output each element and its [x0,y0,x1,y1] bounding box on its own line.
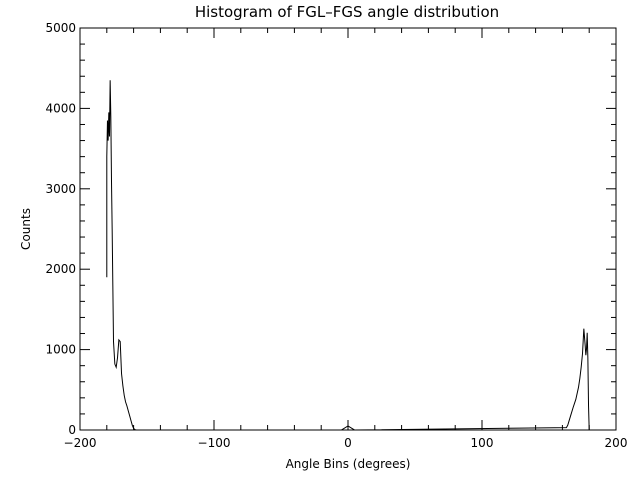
y-axis-tick-labels: 0 1000 2000 3000 4000 5000 [45,21,76,437]
x-tick-label: 200 [605,436,628,450]
y-tick-label: 0 [68,423,76,437]
x-tick-label: −200 [64,436,97,450]
y-tick-label: 5000 [45,21,76,35]
histogram-series-line [106,80,590,431]
y-axis-ticks [80,27,616,431]
x-tick-label: 100 [471,436,494,450]
y-tick-label: 4000 [45,101,76,115]
y-tick-label: 2000 [45,262,76,276]
y-axis-label: Counts [19,208,33,250]
chart-title: Histogram of FGL–FGS angle distribution [195,3,499,21]
plot-frame [79,27,617,431]
x-axis-label: Angle Bins (degrees) [286,457,411,471]
x-tick-label: −100 [198,436,231,450]
x-axis-ticks [79,28,617,430]
y-tick-label: 1000 [45,343,76,357]
y-tick-label: 3000 [45,182,76,196]
x-tick-label: 0 [344,436,352,450]
x-axis-tick-labels: −200 −100 0 100 200 [64,436,628,450]
